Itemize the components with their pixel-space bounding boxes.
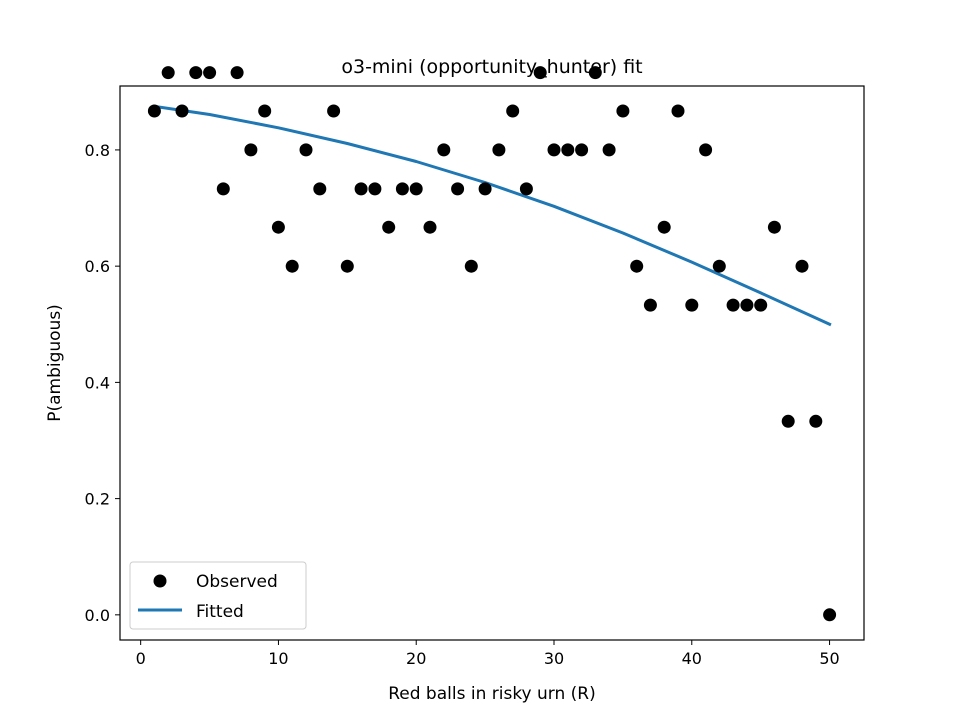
observed-point: [313, 182, 327, 196]
observed-point: [464, 259, 478, 273]
observed-point: [258, 104, 272, 118]
observed-point: [203, 66, 217, 80]
y-tick-label: 0.2: [85, 490, 110, 509]
y-axis: 0.0 0.2 0.4 0.6 0.8: [85, 141, 120, 625]
legend-box: [129, 561, 307, 630]
observed-point: [506, 104, 520, 118]
observed-point: [671, 104, 685, 118]
observed-point: [643, 298, 657, 312]
observed-point: [602, 143, 616, 157]
observed-point: [327, 104, 341, 118]
observed-point: [340, 259, 354, 273]
observed-point: [795, 259, 809, 273]
observed-point: [216, 182, 230, 196]
observed-point: [285, 259, 299, 273]
observed-point: [657, 220, 671, 234]
observed-point: [492, 143, 506, 157]
observed-point: [685, 298, 699, 312]
observed-point: [726, 298, 740, 312]
observed-point: [244, 143, 258, 157]
observed-point: [189, 66, 203, 80]
x-axis-label: Red balls in risky urn (R): [388, 684, 596, 704]
observed-point: [767, 220, 781, 234]
observed-point: [299, 143, 313, 157]
observed-point: [230, 66, 244, 80]
observed-point: [588, 66, 602, 80]
observed-point: [354, 182, 368, 196]
observed-point: [395, 182, 409, 196]
x-tick-label: 20: [406, 649, 426, 668]
observed-point: [451, 182, 465, 196]
chart-title: o3-mini (opportunity_hunter) fit: [341, 56, 642, 78]
legend-observed-marker: [153, 574, 167, 588]
observed-point: [382, 220, 396, 234]
y-tick-label: 0.6: [85, 257, 110, 276]
plot-content: [147, 66, 837, 622]
plot-frame: [119, 85, 865, 641]
observed-point: [699, 143, 713, 157]
observed-point: [809, 414, 823, 428]
x-tick-label: 40: [682, 649, 702, 668]
x-axis: 0 10 20 30 40 50: [136, 640, 840, 668]
observed-point: [547, 143, 561, 157]
observed-point: [478, 182, 492, 196]
observed-point: [271, 220, 285, 234]
legend-observed-label: Observed: [196, 572, 278, 592]
y-tick-label: 0.0: [85, 606, 110, 625]
legend: Observed Fitted: [129, 561, 307, 630]
observed-point: [823, 608, 837, 622]
observed-point: [781, 414, 795, 428]
observed-point: [423, 220, 437, 234]
x-tick-label: 10: [268, 649, 288, 668]
observed-point: [147, 104, 161, 118]
y-tick-label: 0.8: [85, 141, 110, 160]
observed-point: [368, 182, 382, 196]
observed-point: [519, 182, 533, 196]
observed-point: [437, 143, 451, 157]
observed-point: [575, 143, 589, 157]
observed-point: [630, 259, 644, 273]
observed-point: [175, 104, 189, 118]
observed-point: [161, 66, 175, 80]
observed-point: [409, 182, 423, 196]
x-tick-label: 0: [136, 649, 146, 668]
observed-point: [740, 298, 754, 312]
y-tick-label: 0.4: [85, 373, 110, 392]
legend-fitted-label: Fitted: [196, 602, 244, 622]
observed-point: [754, 298, 768, 312]
observed-point: [616, 104, 630, 118]
observed-point: [533, 66, 547, 80]
y-axis-label: P(ambiguous): [45, 304, 65, 422]
observed-point: [712, 259, 726, 273]
observed-point: [561, 143, 575, 157]
x-tick-label: 30: [544, 649, 564, 668]
x-tick-label: 50: [819, 649, 839, 668]
